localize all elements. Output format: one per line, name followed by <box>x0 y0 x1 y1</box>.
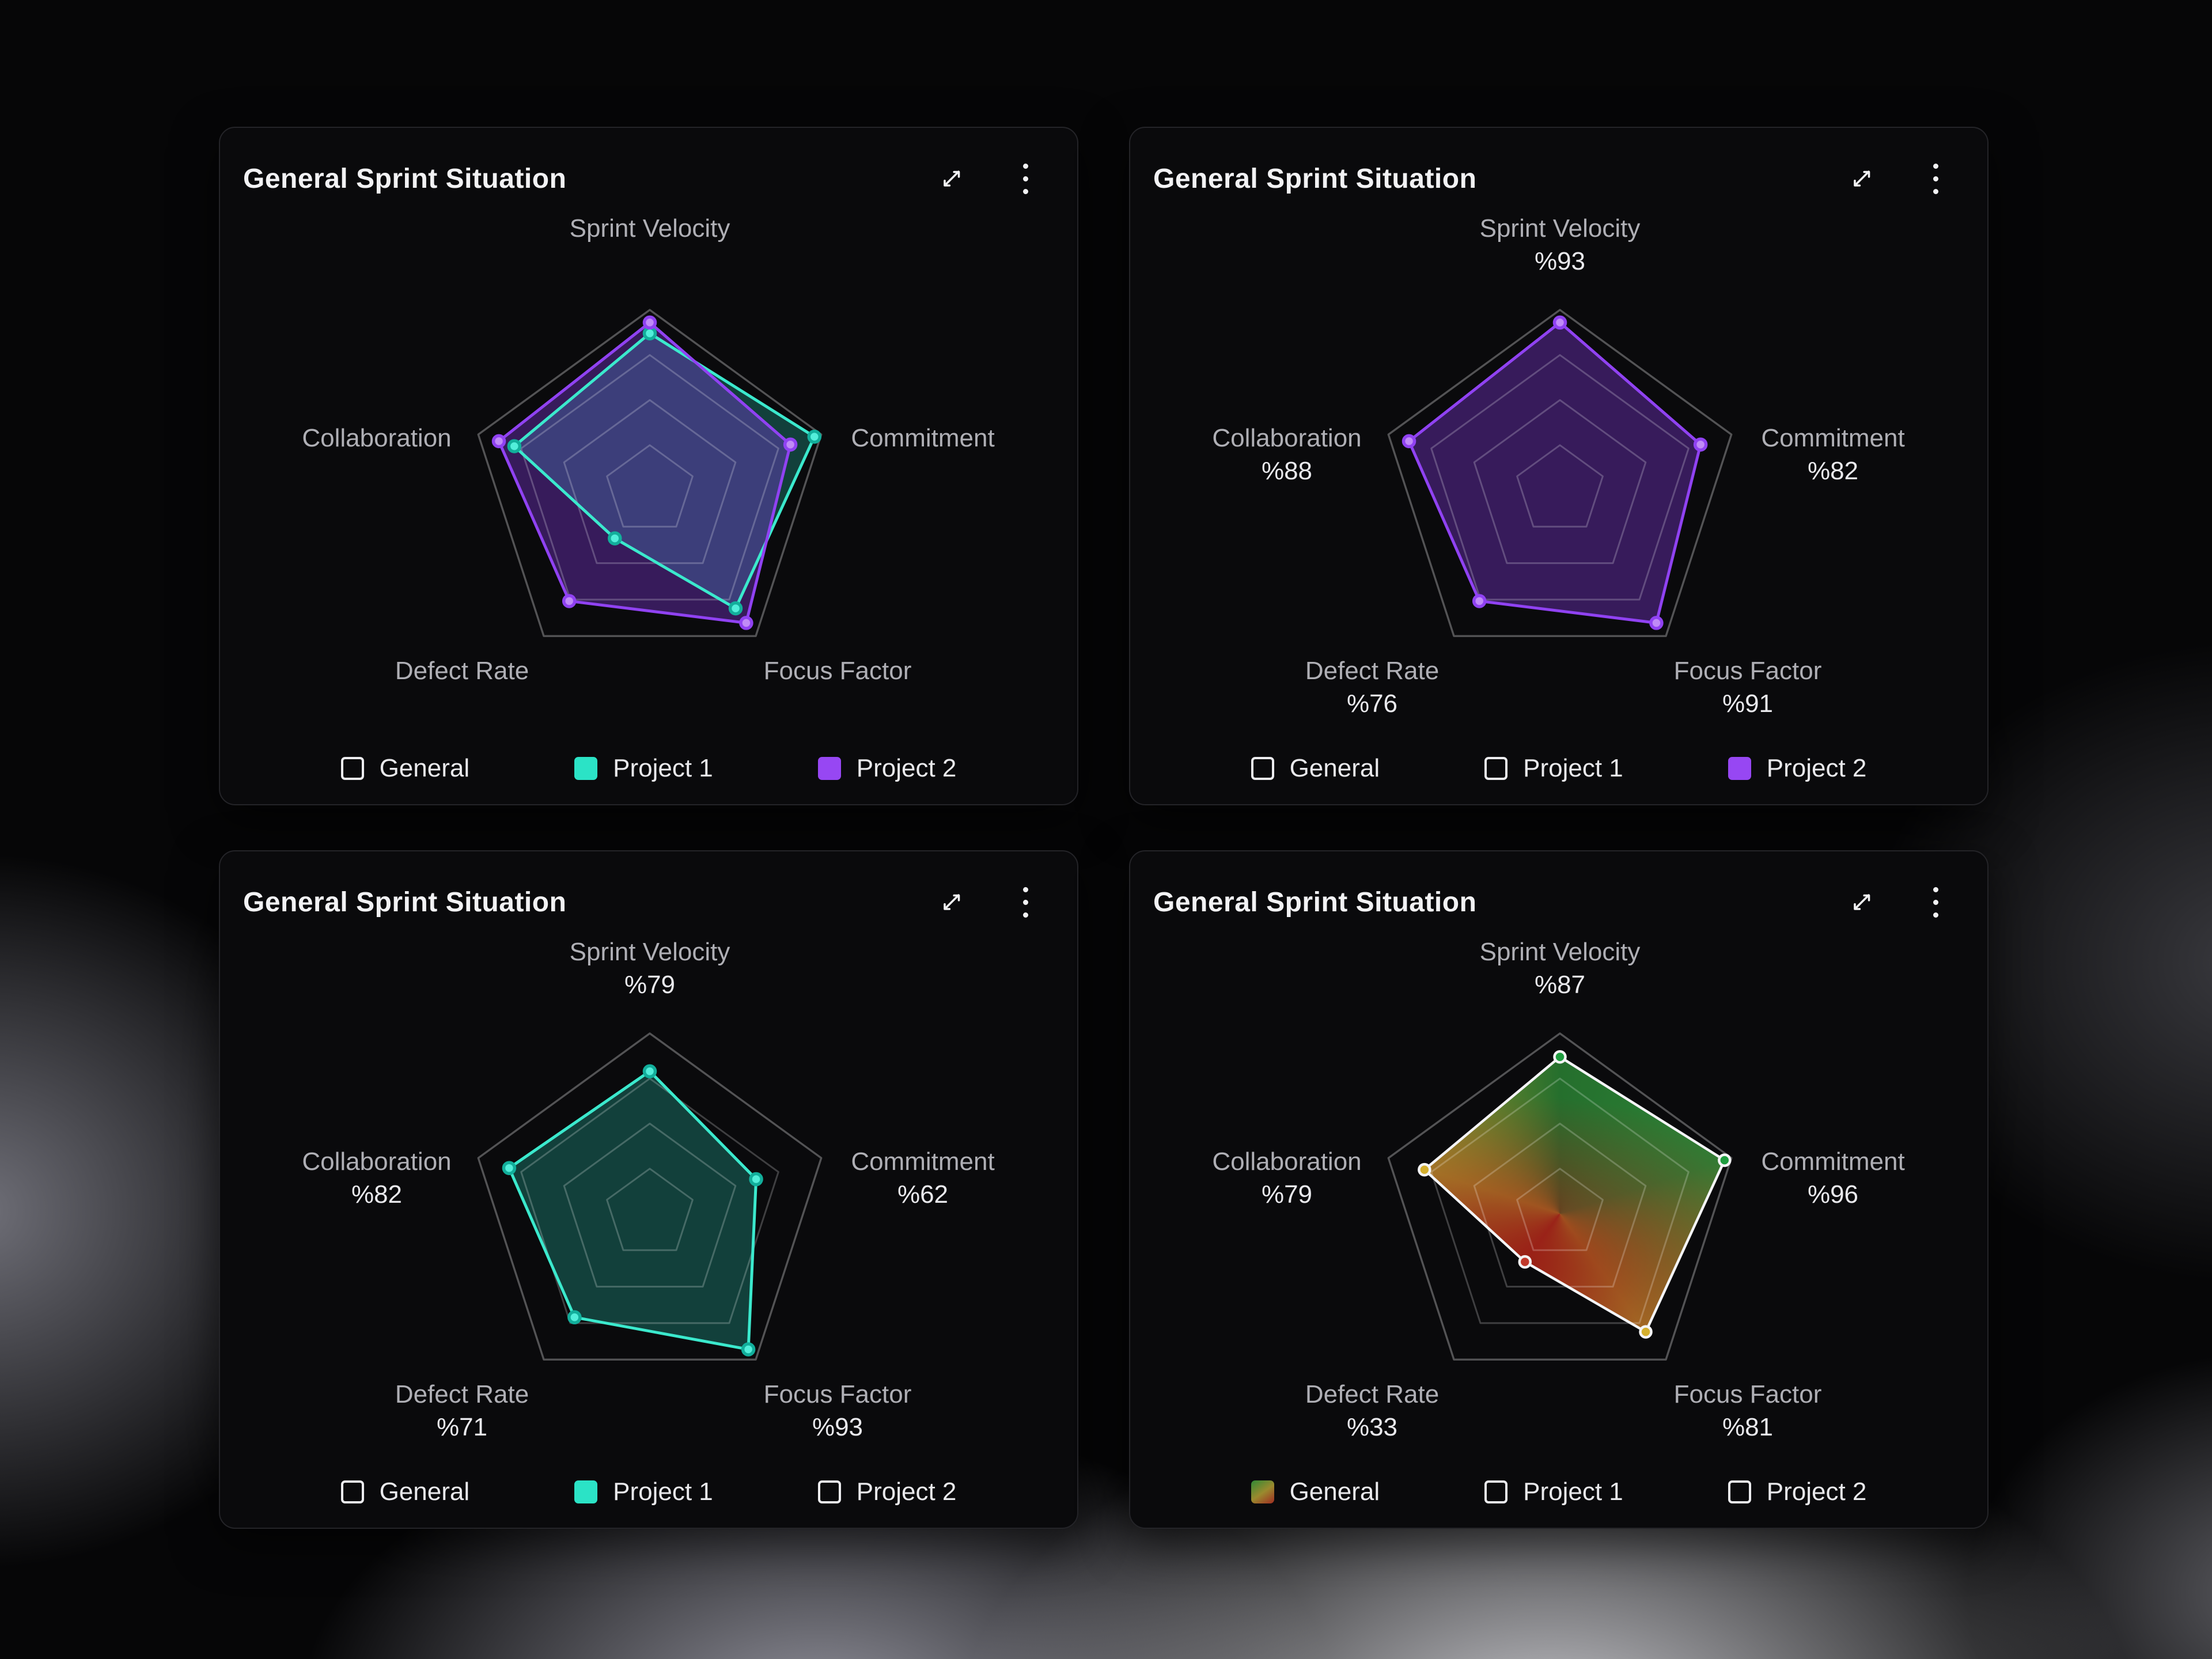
kebab-menu-button[interactable] <box>1921 163 1950 194</box>
axis-collaboration: Collaboration %79 <box>1212 1147 1362 1209</box>
radar-grid-and-lines <box>477 309 823 637</box>
legend-item-general[interactable]: General <box>1251 754 1380 783</box>
axis-commitment: Commitment <box>851 424 995 452</box>
chart-legend: General Project 1 Project 2 <box>1130 754 1987 783</box>
expand-button[interactable] <box>937 164 967 194</box>
kebab-menu-icon <box>1022 163 1028 194</box>
radar-grid-and-lines <box>1387 1032 1733 1361</box>
axis-defect-rate: Defect Rate %71 <box>395 1380 529 1441</box>
card-title: General Sprint Situation <box>243 887 567 918</box>
legend-item-general[interactable]: General <box>340 754 469 783</box>
expand-icon <box>944 171 960 187</box>
card-header: General Sprint Situation <box>1153 160 1950 197</box>
card-header: General Sprint Situation <box>1153 884 1950 921</box>
expand-icon <box>1854 171 1870 187</box>
card-title: General Sprint Situation <box>1153 163 1477 194</box>
legend-item-project-2[interactable]: Project 2 <box>817 754 956 783</box>
radar-grid-and-lines <box>477 1032 823 1361</box>
legend-item-project-1[interactable]: Project 1 <box>1484 754 1623 783</box>
axis-commitment: Commitment %82 <box>1761 424 1905 485</box>
radar-chart: Sprint Velocity %87 Commitment %96 Focus F… <box>1130 932 1990 1462</box>
radar-chart: Sprint Velocity Commitment Focus Factor … <box>220 209 1080 738</box>
kebab-menu-button[interactable] <box>1921 887 1950 918</box>
axis-defect-rate: Defect Rate %76 <box>1305 657 1440 718</box>
expand-icon <box>1854 894 1870 910</box>
axis-commitment: Commitment %62 <box>851 1147 995 1209</box>
axis-focus-factor: Focus Factor %81 <box>1673 1380 1822 1441</box>
chart-legend: General Project 1 Project 2 <box>220 1478 1077 1506</box>
legend-item-project-2[interactable]: Project 2 <box>1728 754 1866 783</box>
card-header: General Sprint Situation <box>243 884 1040 921</box>
card-header: General Sprint Situation <box>243 160 1040 197</box>
legend-checkbox[interactable] <box>817 1480 841 1503</box>
legend-checkbox[interactable] <box>1728 757 1751 780</box>
chart-legend: General Project 1 Project 2 <box>1130 1478 1987 1506</box>
kebab-menu-icon <box>1933 163 1938 194</box>
legend-item-project-2[interactable]: Project 2 <box>817 1478 956 1506</box>
radar-fill-layer <box>1409 322 1701 623</box>
legend-checkbox[interactable] <box>1484 757 1508 780</box>
axis-focus-factor: Focus Factor <box>763 657 912 685</box>
chart-legend: General Project 1 Project 2 <box>220 754 1077 783</box>
radar-card-3: General Sprint Situation Sprint Velocity… <box>219 850 1078 1529</box>
legend-checkbox[interactable] <box>340 757 364 780</box>
legend-checkbox[interactable] <box>574 757 598 780</box>
legend-checkbox[interactable] <box>1251 1480 1274 1503</box>
legend-item-general[interactable]: General <box>340 1478 469 1506</box>
radar-card-1: General Sprint Situation Sprint Velocity… <box>219 127 1078 805</box>
legend-checkbox[interactable] <box>817 757 841 780</box>
kebab-menu-icon <box>1022 887 1028 918</box>
radar-chart: Sprint Velocity %93 Commitment %82 Focus F… <box>1130 209 1990 738</box>
axis-commitment: Commitment %96 <box>1761 1147 1905 1209</box>
axis-sprint-velocity: Sprint Velocity %87 <box>1479 938 1641 999</box>
legend-checkbox[interactable] <box>1484 1480 1508 1503</box>
legend-checkbox[interactable] <box>1728 1480 1751 1503</box>
axis-focus-factor: Focus Factor %91 <box>1673 657 1822 718</box>
axis-sprint-velocity: Sprint Velocity %93 <box>1479 214 1641 275</box>
legend-item-project-2[interactable]: Project 2 <box>1728 1478 1866 1506</box>
expand-icon <box>944 894 960 910</box>
expand-button[interactable] <box>937 887 967 917</box>
kebab-menu-icon <box>1933 887 1938 918</box>
radar-card-2: General Sprint Situation Sprint Velocity… <box>1129 127 1988 805</box>
axis-collaboration: Collaboration <box>302 424 452 452</box>
legend-item-project-1[interactable]: Project 1 <box>574 754 713 783</box>
expand-button[interactable] <box>1847 164 1877 194</box>
expand-button[interactable] <box>1847 887 1877 917</box>
legend-item-project-1[interactable]: Project 1 <box>574 1478 713 1506</box>
axis-collaboration: Collaboration %88 <box>1212 424 1362 485</box>
kebab-menu-button[interactable] <box>1010 887 1040 918</box>
axis-focus-factor: Focus Factor %93 <box>763 1380 912 1441</box>
radar-chart: Sprint Velocity %79 Commitment %62 Focus F… <box>220 932 1080 1462</box>
radar-grid-and-lines <box>1387 309 1733 637</box>
radar-card-4: General Sprint Situation Sprint Velocity… <box>1129 850 1988 1529</box>
legend-item-general[interactable]: General <box>1251 1478 1380 1506</box>
axis-defect-rate: Defect Rate <box>395 657 529 685</box>
card-title: General Sprint Situation <box>1153 887 1477 918</box>
axis-sprint-velocity: Sprint Velocity <box>569 214 730 243</box>
legend-checkbox[interactable] <box>574 1480 598 1503</box>
legend-item-project-1[interactable]: Project 1 <box>1484 1478 1623 1506</box>
axis-defect-rate: Defect Rate %33 <box>1305 1380 1440 1441</box>
axis-sprint-velocity: Sprint Velocity %79 <box>569 938 730 999</box>
legend-checkbox[interactable] <box>340 1480 364 1503</box>
kebab-menu-button[interactable] <box>1010 163 1040 194</box>
legend-checkbox[interactable] <box>1251 757 1274 780</box>
card-title: General Sprint Situation <box>243 163 567 194</box>
axis-collaboration: Collaboration %82 <box>302 1147 452 1209</box>
radar-fill-layer <box>509 1071 756 1350</box>
